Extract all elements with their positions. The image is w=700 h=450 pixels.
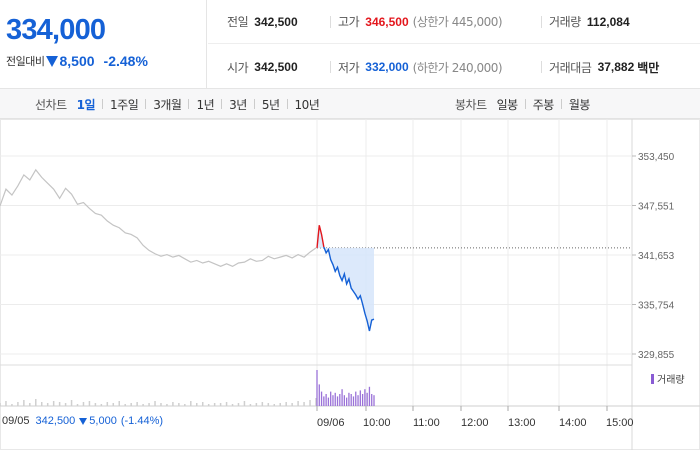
tab-divider	[188, 99, 190, 109]
divider	[541, 61, 542, 73]
x-tick-label: 12:00	[461, 417, 489, 429]
y-tick-label: 335,754	[638, 301, 675, 312]
volume-legend-label: 거래량	[657, 375, 685, 386]
price-change-row: 전일대비 8,500 -2.48%	[6, 53, 148, 69]
x-tick-label: 11:00	[413, 417, 440, 429]
candle-chart-tabs: 봉차트 일봉 주봉 월봉	[455, 89, 590, 119]
price-box: 334,000 전일대비 8,500 -2.48%	[0, 0, 207, 89]
open-label: 시가	[227, 60, 249, 75]
line-tab-2[interactable]: 3개월	[153, 97, 182, 112]
volume-swatch	[651, 373, 654, 384]
line-tab-3[interactable]: 1년	[196, 97, 215, 112]
divider	[541, 16, 542, 28]
quote-row-bottom: 시가 342,500 저가 332,000 (하한가 240,000) 거래대금…	[208, 45, 700, 89]
x-tick-label: 09/06	[317, 417, 345, 429]
today-up-line	[316, 225, 325, 248]
candle-tab-1[interactable]: 주봉	[532, 97, 555, 112]
low-value: 332,000	[365, 60, 409, 74]
volume-legend: 거래량	[651, 371, 685, 386]
change-label: 전일대비	[6, 55, 45, 68]
divider	[330, 61, 331, 73]
lower-limit: (하한가 240,000)	[412, 60, 503, 75]
candle-tab-0[interactable]: 일봉	[496, 97, 519, 112]
tab-divider	[524, 99, 526, 109]
x-tick-label: 10:00	[363, 417, 391, 429]
line-tab-6[interactable]: 10년	[294, 97, 320, 112]
quote-row-top: 전일 342,500 고가 346,500 (상한가 445,000) 거래량 …	[208, 0, 700, 44]
line-tab-4[interactable]: 3년	[229, 97, 247, 112]
prev-close-value: 342,500	[254, 14, 298, 29]
candle-tab-2[interactable]: 월봉	[568, 97, 591, 112]
intraday-chart[interactable]: 353,450 347,551 341,653 335,754 329,855 09/06…	[0, 119, 700, 450]
summary-change: 5,000	[89, 415, 117, 427]
tab-divider	[560, 99, 562, 109]
y-tick-label: 347,551	[638, 202, 675, 213]
summary-date: 09/05	[2, 415, 30, 427]
divider	[330, 16, 331, 28]
line-tab-0[interactable]: 1일	[76, 97, 96, 112]
prev-close-label: 전일	[227, 15, 249, 29]
low-price: 저가 332,000 (하한가 240,000)	[338, 60, 503, 75]
volume: 거래량 112,084	[549, 14, 630, 30]
down-arrow-icon	[46, 55, 59, 67]
current-price: 334,000	[6, 14, 106, 46]
down-arrow-icon	[79, 417, 88, 425]
turnover-unit: 백만	[637, 60, 660, 75]
y-tick-label: 353,450	[638, 152, 675, 163]
upper-limit: (상한가 445,000)	[412, 15, 503, 29]
chart-period-tabbar: 선차트 1일 1주일 3개월 1년 3년 5년 10년 봉차트 일봉 주봉 월봉	[0, 89, 700, 119]
line-chart-tabs: 선차트 1일 1주일 3개월 1년 3년 5년 10년	[35, 89, 320, 119]
x-tick-label: 14:00	[559, 417, 587, 429]
open-value: 342,500	[254, 60, 298, 74]
x-tick-label: 13:00	[508, 417, 536, 429]
stock-summary-header: 334,000 전일대비 8,500 -2.48% 전일 342,500 고가 …	[0, 0, 700, 89]
tab-divider	[145, 99, 147, 109]
today-down-line	[323, 246, 375, 332]
line-chart-label: 선차트	[35, 97, 67, 112]
candle-chart-label: 봉차트	[455, 97, 487, 112]
high-price: 고가 346,500 (상한가 445,000)	[338, 14, 503, 30]
prev-close: 전일 342,500	[227, 14, 298, 30]
tab-divider	[253, 99, 255, 109]
summary-close: 342,500	[35, 415, 76, 427]
change-percent: -2.48%	[103, 53, 148, 69]
change-amount: 8,500	[59, 53, 95, 69]
prev-day-summary: 09/05 342,500 5,000 (-1.44%)	[2, 415, 163, 427]
line-tab-1[interactable]: 1주일	[110, 97, 139, 112]
y-tick-label: 329,855	[638, 350, 675, 361]
line-tab-5[interactable]: 5년	[261, 97, 280, 112]
tab-divider	[286, 99, 288, 109]
tab-divider	[221, 99, 223, 109]
volume-label: 거래량	[549, 15, 581, 29]
turnover-label: 거래대금	[549, 60, 592, 75]
open-price: 시가 342,500	[227, 60, 298, 75]
turnover: 거래대금 37,882 백만	[549, 60, 660, 75]
tab-divider	[102, 99, 104, 109]
low-label: 저가	[338, 60, 360, 75]
prev-day-line	[0, 168, 317, 268]
x-tick-label: 15:00	[606, 417, 634, 429]
high-value: 346,500	[365, 14, 409, 29]
volume-value: 112,084	[586, 14, 630, 29]
y-tick-label: 341,653	[638, 251, 675, 262]
turnover-value: 37,882	[597, 60, 635, 74]
price-chart-svg[interactable]: 353,450 347,551 341,653 335,754 329,855 09/06…	[0, 119, 700, 450]
summary-pct: (-1.44%)	[120, 415, 164, 427]
high-label: 고가	[338, 15, 360, 29]
